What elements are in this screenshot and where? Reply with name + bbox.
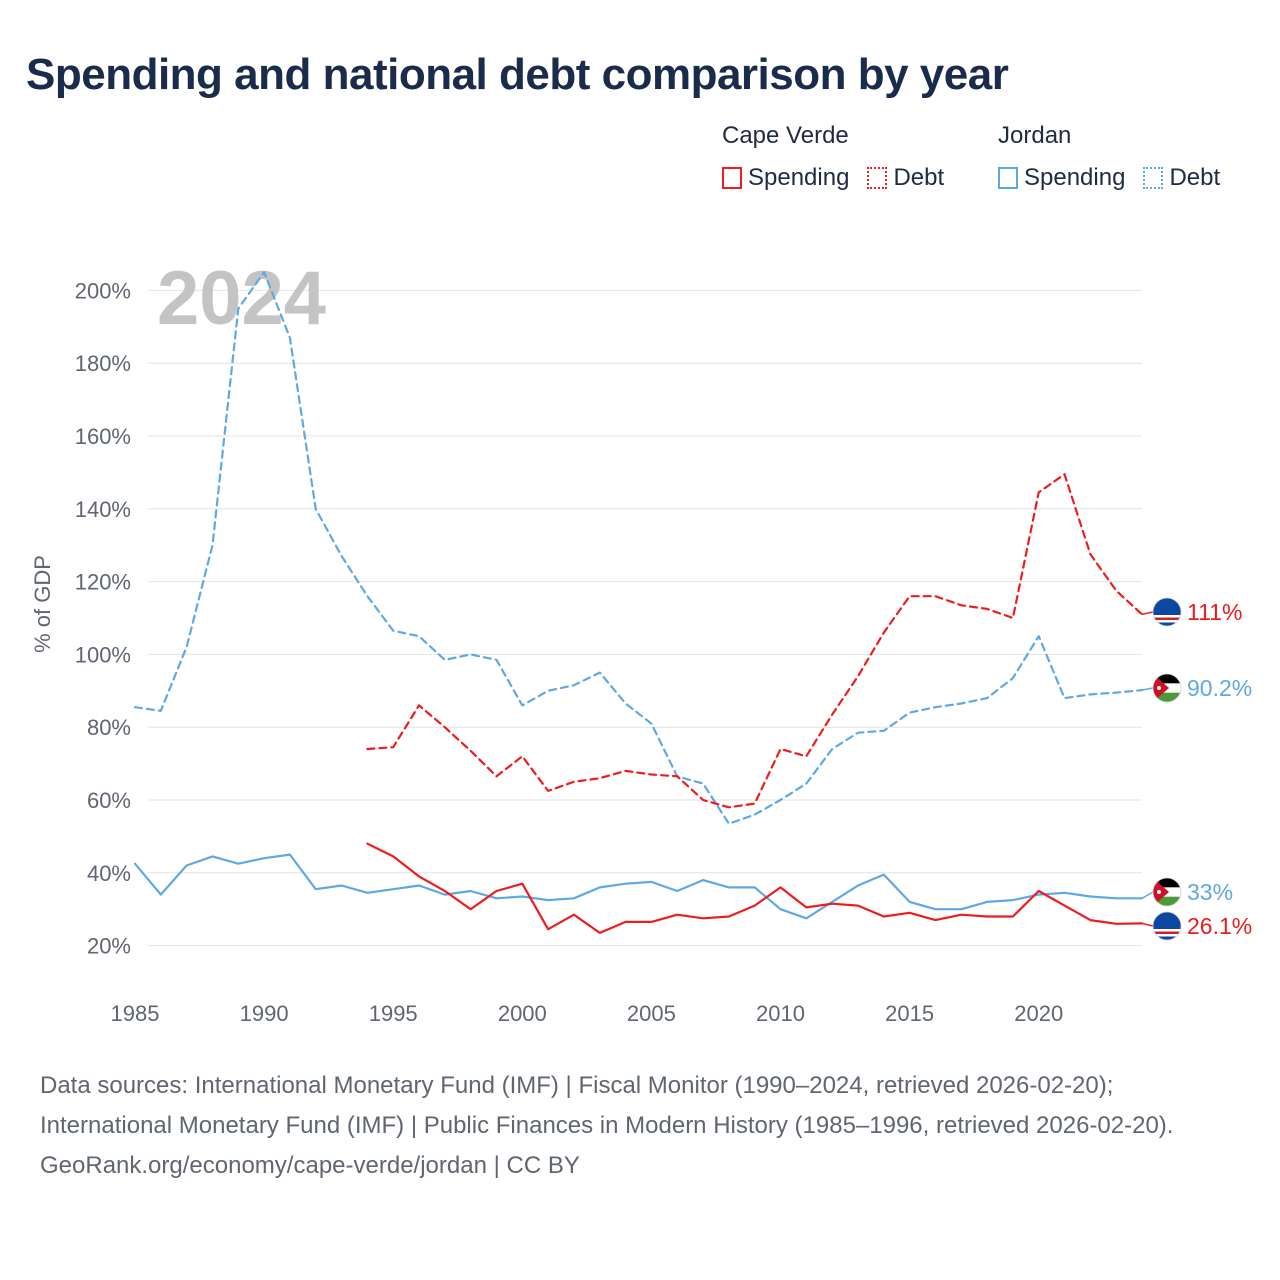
jordan-flag-icon: [1152, 673, 1182, 703]
legend-item-jordan-spending[interactable]: Spending: [998, 164, 1125, 192]
end-value-label: 26.1%: [1187, 913, 1252, 939]
y-tick-label: 20%: [87, 934, 131, 959]
footer: Data sources: International Monetary Fun…: [40, 1066, 1240, 1186]
cape-verde-flag-icon: [1152, 597, 1182, 627]
cape-verde-flag-icon: [1152, 911, 1182, 941]
series-line-cape-verde-spending[interactable]: [366, 842, 1144, 935]
end-value-label: 33%: [1187, 879, 1233, 905]
end-label-connector: [1141, 687, 1154, 691]
y-axis-label: % of GDP: [30, 555, 55, 653]
end-value-label: 111%: [1187, 599, 1242, 625]
y-tick-label: 200%: [75, 278, 131, 303]
y-tick-label: 40%: [87, 861, 131, 886]
y-tick-label: 120%: [75, 570, 131, 595]
legend-group-jordan: Jordan Spending Debt: [998, 122, 1220, 192]
chart-title: Spending and national debt comparison by…: [26, 50, 1009, 99]
series-line-jordan-spending[interactable]: [133, 853, 1144, 920]
x-tick-label: 2005: [627, 1001, 676, 1026]
end-label-connector: [1141, 611, 1154, 616]
x-tick-label: 2010: [756, 1001, 805, 1026]
end-value-label: 90.2%: [1187, 675, 1252, 701]
x-tick-label: 2000: [498, 1001, 547, 1026]
jordan-flag-icon: [1152, 877, 1182, 907]
legend-item-jordan-debt[interactable]: Debt: [1143, 164, 1220, 192]
legend-swatch-solid-icon: [998, 167, 1018, 189]
legend-group-cape-verde: Cape Verde Spending Debt: [722, 122, 944, 192]
series-line-jordan-debt[interactable]: [133, 271, 1144, 825]
legend-item-cape-verde-debt[interactable]: Debt: [867, 164, 944, 192]
legend-country-cape-verde: Cape Verde: [722, 122, 849, 149]
y-tick-label: 60%: [87, 788, 131, 813]
y-tick-label: 160%: [75, 424, 131, 449]
line-chart: 2024 20% 40% 60% 80% 100% 120% 140% 160% 180% 200…: [30, 256, 1252, 1026]
data-sources-text: Data sources: International Monetary Fun…: [40, 1072, 1174, 1139]
y-tick-label: 140%: [75, 497, 131, 522]
end-label-connector: [1141, 922, 1154, 927]
x-tick-label: 2020: [1014, 1001, 1063, 1026]
legend-swatch-dotted-icon: [867, 167, 888, 189]
x-tick-label: 1990: [240, 1001, 289, 1026]
y-tick-label: 100%: [75, 642, 131, 667]
x-tick-label: 1995: [369, 1001, 418, 1026]
y-tick-label: 80%: [87, 715, 131, 740]
legend-swatch-dotted-icon: [1143, 167, 1164, 189]
x-tick-label: 1985: [111, 1001, 160, 1026]
y-tick-label: 180%: [75, 351, 131, 376]
attribution-link[interactable]: GeoRank.org/economy/cape-verde/jordan | …: [40, 1152, 580, 1179]
series-line-cape-verde-debt[interactable]: [366, 473, 1144, 809]
legend-label: Debt: [1169, 164, 1221, 191]
end-label-connector: [1141, 891, 1154, 899]
legend-swatch-solid-icon: [722, 167, 742, 189]
legend-item-cape-verde-spending[interactable]: Spending: [722, 164, 849, 192]
x-tick-label: 2015: [885, 1001, 934, 1026]
legend-country-jordan: Jordan: [998, 122, 1072, 149]
legend-label: Spending: [748, 164, 850, 191]
legend-label: Spending: [1024, 164, 1126, 191]
legend-label: Debt: [893, 164, 945, 191]
year-watermark: 2024: [157, 256, 326, 341]
